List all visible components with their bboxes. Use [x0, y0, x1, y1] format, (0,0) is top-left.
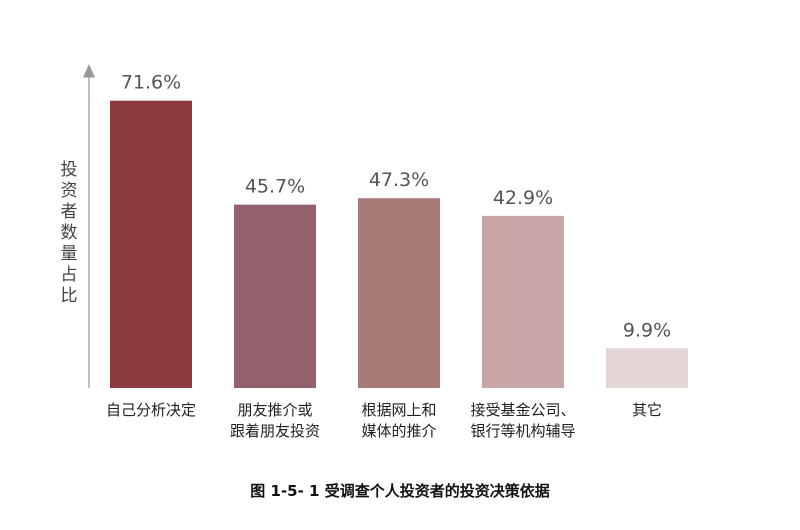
y-axis-label: 投资者数量占比: [60, 160, 78, 306]
bar-3: [482, 215, 564, 388]
category-label-3-line-0: 接受基金公司、: [470, 401, 575, 419]
value-label-4: 9.9%: [623, 319, 671, 341]
category-label-1-line-1: 跟着朋友投资: [230, 422, 320, 440]
category-label-0-line-0: 自己分析决定: [106, 401, 196, 419]
value-label-1: 45.7%: [245, 176, 305, 198]
value-label-3: 42.9%: [493, 187, 553, 209]
bar-1: [234, 204, 316, 388]
figure-caption: 图 1-5- 1 受调查个人投资者的投资决策依据: [250, 482, 550, 500]
category-label-2-line-1: 媒体的推介: [361, 422, 436, 440]
value-label-2: 47.3%: [369, 169, 429, 191]
bar-4: [606, 348, 688, 388]
category-label-2-line-0: 根据网上和: [361, 401, 436, 419]
bar-0: [110, 100, 192, 388]
bar-2: [358, 198, 440, 388]
category-label-4-line-0: 其它: [632, 401, 662, 419]
category-label-3-line-1: 银行等机构辅导: [470, 422, 575, 440]
value-label-0: 71.6%: [121, 72, 181, 94]
category-label-1-line-0: 朋友推介或: [237, 401, 312, 419]
